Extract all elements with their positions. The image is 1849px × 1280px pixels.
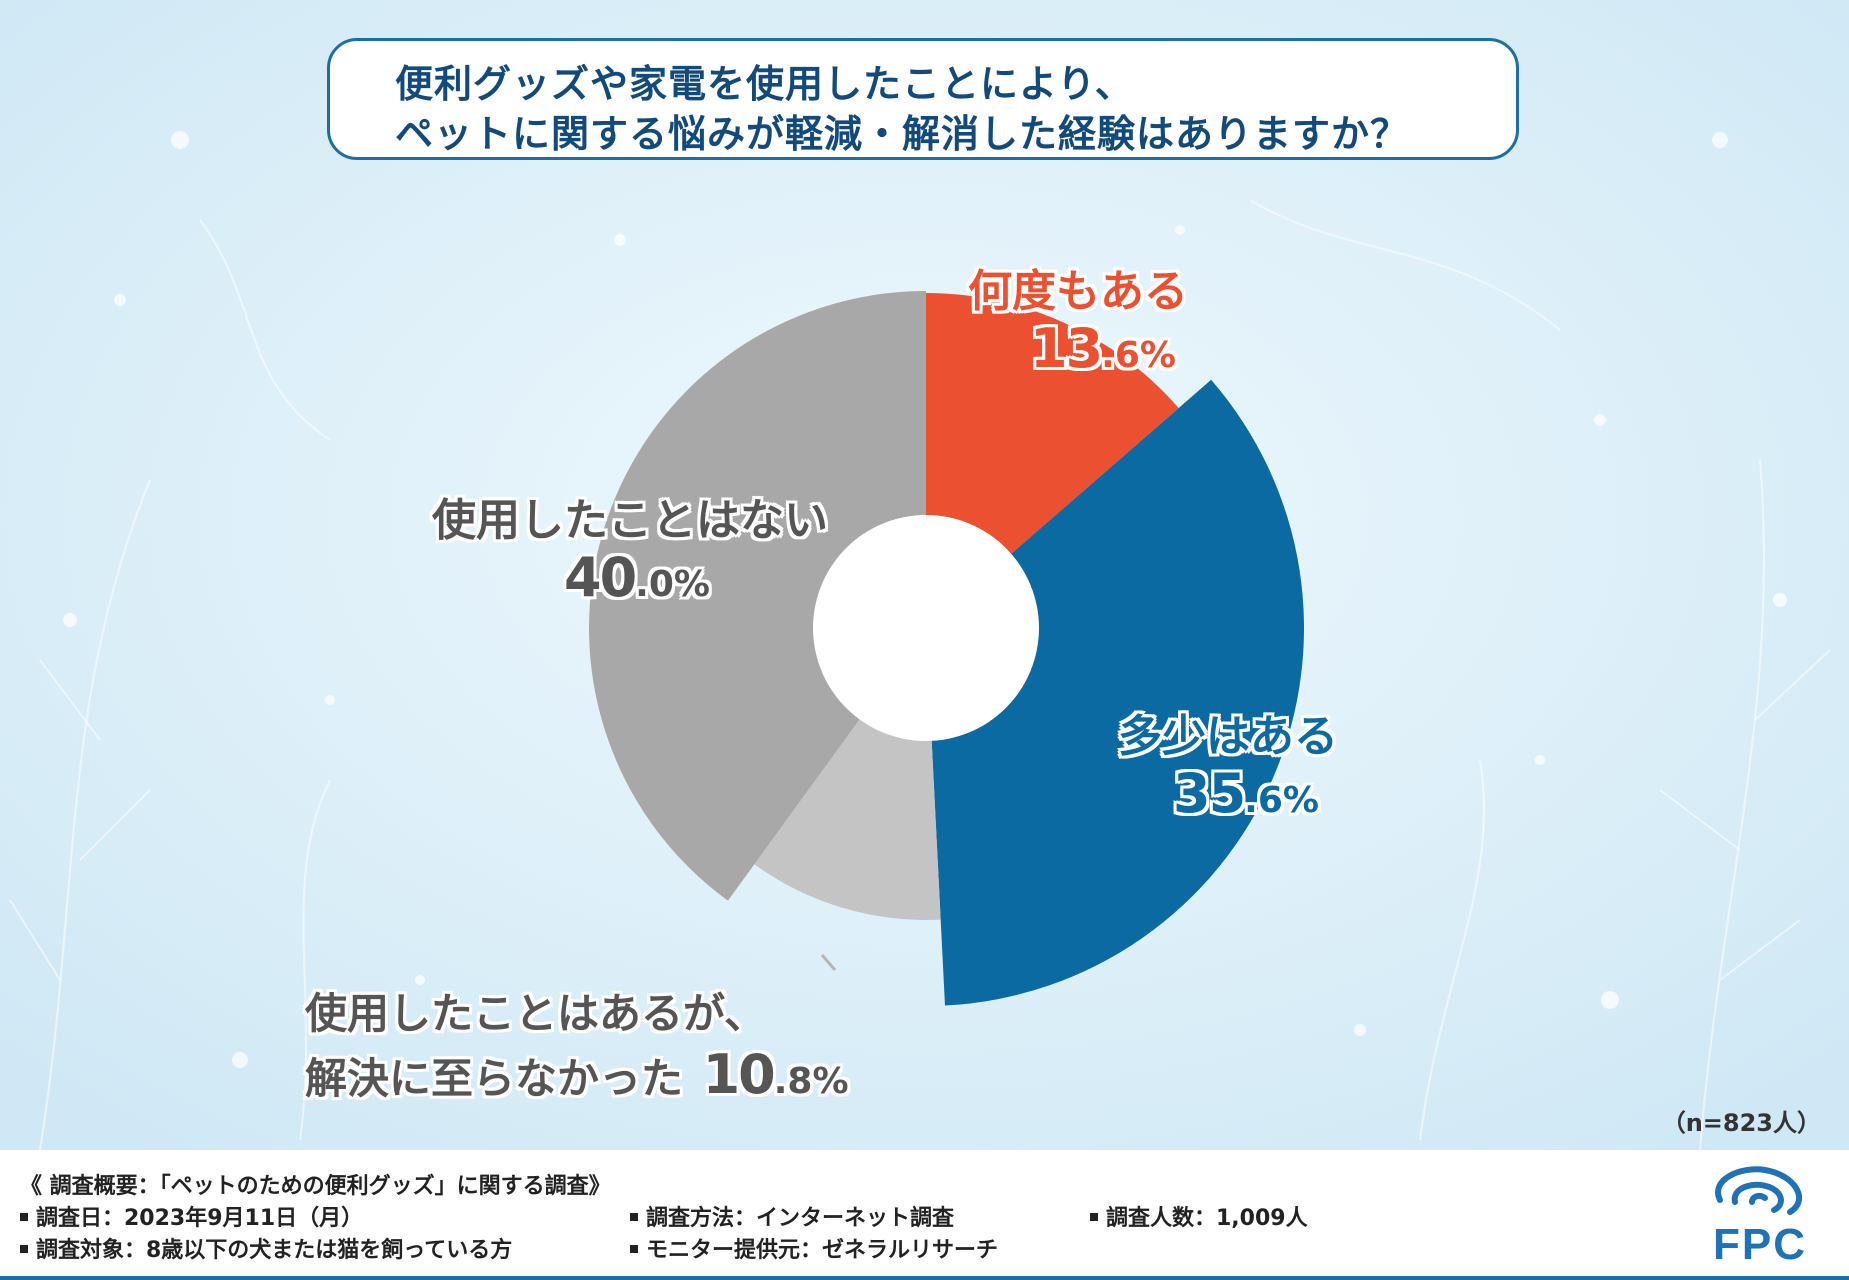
label-unresolved-line1: 使用したことはあるが、: [305, 989, 767, 1038]
bullet-icon: [630, 1245, 638, 1253]
survey-method-row: 調査方法：インターネット調査: [630, 1200, 954, 1232]
label-some-int: 35: [1173, 762, 1246, 825]
survey-provider-row: モニター提供元：ゼネラルリサーチ: [630, 1232, 998, 1264]
sample-size-note: （n=823人）: [1661, 1109, 1821, 1137]
footer-rule: [0, 1276, 1849, 1280]
question-line-1: 便利グッズや家電を使用したことにより、: [395, 62, 1134, 106]
label-frequent-int: 13: [1030, 317, 1103, 380]
donut-chart: [589, 291, 1305, 1006]
slice-some: [926, 379, 1305, 1006]
label-unresolved: 使用したことはあるが、 解決に至らなかった 10.8%: [305, 980, 849, 1106]
swirl-logo-icon: [1715, 1166, 1803, 1215]
label-never-int: 40: [564, 546, 637, 609]
label-unresolved-dec: .8%: [773, 1061, 849, 1102]
survey-target: 調査対象：8歳以下の犬または猫を飼っている方: [36, 1238, 513, 1263]
label-some-name: 多少はある: [1118, 711, 1338, 762]
survey-provider: モニター提供元：ゼネラルリサーチ: [646, 1238, 999, 1263]
survey-summary: 《 調査概要：「ペットのための便利グッズ」に関する調査》: [20, 1174, 611, 1199]
donut-hole: [813, 515, 1039, 741]
fpc-logo: FPC: [1690, 1160, 1830, 1270]
label-never: 使用したことはない 40.0%: [432, 484, 828, 609]
survey-date-row: 調査日：2023年9月11日（月）: [20, 1200, 363, 1232]
survey-count: 調査人数：1,009人: [1106, 1206, 1308, 1231]
label-never-name: 使用したことはない: [432, 495, 828, 546]
bullet-icon: [630, 1213, 638, 1221]
label-never-dec: .0%: [635, 564, 710, 605]
survey-target-row: 調査対象：8歳以下の犬または猫を飼っている方: [20, 1232, 512, 1264]
bullet-icon: [1090, 1213, 1098, 1221]
survey-date: 調査日：2023年9月11日（月）: [36, 1206, 364, 1231]
label-frequent-name: 何度もある: [968, 266, 1188, 317]
label-frequent: 何度もある 13.6%: [968, 255, 1188, 380]
slice-never: [589, 291, 926, 901]
survey-footer: 《 調査概要：「ペットのための便利グッズ」に関する調査》 調査日：2023年9月…: [0, 1150, 1849, 1280]
survey-count-row: 調査人数：1,009人: [1090, 1200, 1308, 1232]
logo-text: FPC: [1713, 1220, 1807, 1269]
bullet-icon: [20, 1213, 28, 1221]
label-frequent-dec: .6%: [1101, 335, 1176, 376]
leader-line-unresolved: [820, 954, 837, 971]
label-unresolved-int: 10: [702, 1043, 776, 1106]
label-some: 多少はある 35.6%: [1118, 700, 1338, 825]
question-bubble: 便利グッズや家電を使用したことにより、 ペットに関する悩みが軽減・解消した経験は…: [327, 38, 1519, 160]
survey-method: 調査方法：インターネット調査: [646, 1206, 955, 1231]
bullet-icon: [20, 1245, 28, 1253]
label-unresolved-line2: 解決に至らなかった: [305, 1054, 684, 1103]
label-some-dec: .6%: [1244, 780, 1319, 821]
question-line-2: ペットに関する悩みが軽減・解消した経験はありますか？: [395, 112, 1410, 156]
